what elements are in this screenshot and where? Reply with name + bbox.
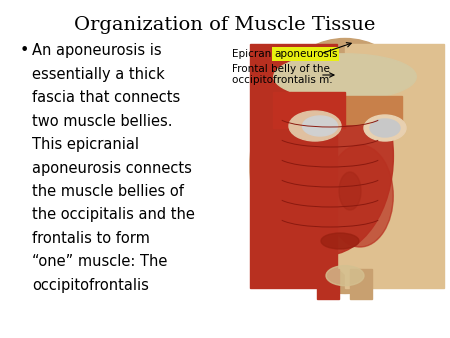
Text: “one” muscle: The: “one” muscle: The	[32, 255, 167, 269]
Text: the occipitalis and the: the occipitalis and the	[32, 208, 195, 222]
Text: Organization of Muscle Tissue: Organization of Muscle Tissue	[74, 16, 376, 34]
Text: •: •	[20, 43, 29, 58]
Ellipse shape	[326, 266, 364, 286]
Ellipse shape	[256, 56, 393, 256]
Text: occipitofrontalis: occipitofrontalis	[32, 278, 149, 293]
FancyBboxPatch shape	[273, 92, 345, 128]
Text: the muscle bellies of: the muscle bellies of	[32, 184, 184, 199]
Text: fascia that connects: fascia that connects	[32, 90, 180, 105]
Ellipse shape	[250, 39, 440, 293]
Text: two muscle bellies.: two muscle bellies.	[32, 114, 172, 128]
Ellipse shape	[364, 115, 406, 141]
FancyBboxPatch shape	[250, 44, 338, 288]
FancyBboxPatch shape	[350, 268, 372, 298]
FancyBboxPatch shape	[345, 44, 444, 288]
Ellipse shape	[339, 172, 361, 210]
Text: Epicranial: Epicranial	[232, 49, 287, 59]
Ellipse shape	[274, 54, 416, 100]
Text: This epicranial: This epicranial	[32, 137, 139, 152]
Ellipse shape	[370, 119, 400, 137]
Ellipse shape	[310, 51, 416, 281]
Text: An aponeurosis is: An aponeurosis is	[32, 43, 162, 58]
Text: frontalis to form: frontalis to form	[32, 231, 150, 246]
Ellipse shape	[302, 116, 338, 136]
Text: essentially a thick: essentially a thick	[32, 67, 165, 81]
Ellipse shape	[289, 111, 341, 141]
Text: aponeurosis: aponeurosis	[274, 49, 338, 59]
FancyBboxPatch shape	[345, 96, 402, 124]
Text: aponeurosis connects: aponeurosis connects	[32, 161, 192, 175]
Text: Frontal belly of the: Frontal belly of the	[232, 64, 330, 74]
FancyBboxPatch shape	[317, 268, 339, 298]
Ellipse shape	[327, 145, 393, 247]
Text: occipitofrontalis m.: occipitofrontalis m.	[232, 75, 333, 85]
Ellipse shape	[321, 233, 359, 249]
